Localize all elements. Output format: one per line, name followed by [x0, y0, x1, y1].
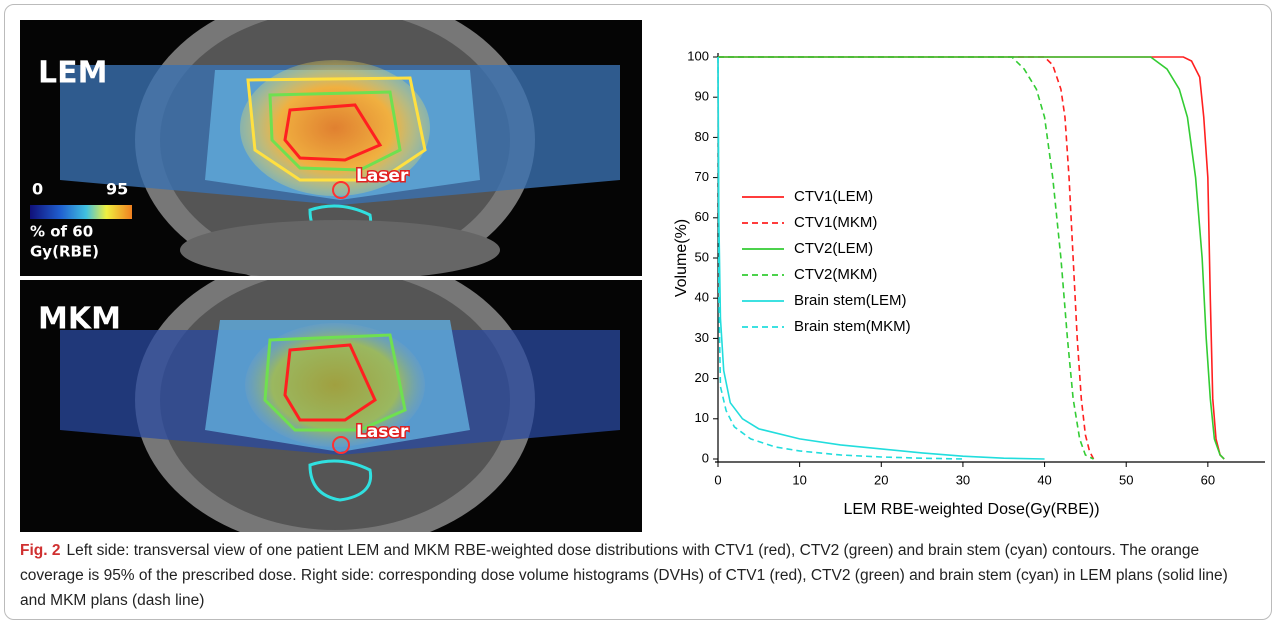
legend-label: CTV1(MKM) — [794, 214, 877, 231]
caption-label: Fig. 2 — [20, 542, 61, 559]
y-tick-label: 10 — [695, 410, 709, 425]
caption-text: Left side: transversal view of one patie… — [20, 542, 1228, 609]
y-tick-label: 70 — [695, 169, 709, 184]
dvh-line — [717, 56, 963, 460]
y-tick-label: 30 — [695, 330, 709, 345]
colorbar-title: Gy(RBE) — [30, 243, 99, 261]
dvh-line — [718, 56, 1095, 460]
dvh-line — [717, 56, 1045, 460]
y-tick-label: 100 — [687, 48, 709, 63]
x-tick-label: 40 — [1037, 472, 1051, 487]
y-tick-label: 20 — [695, 370, 709, 385]
colorbar-min: 0 — [32, 180, 43, 199]
figure-frame — [4, 4, 1272, 620]
ct-image-lem — [20, 20, 642, 276]
dvh-line — [718, 56, 1225, 460]
legend-label: Brain stem(MKM) — [794, 318, 911, 335]
x-tick-label: 30 — [956, 472, 970, 487]
colorbar-max: 95 — [106, 180, 128, 199]
x-tick-label: 10 — [792, 472, 806, 487]
y-tick-label: 60 — [695, 209, 709, 224]
panel-label: MKM — [38, 302, 121, 337]
y-tick-label: 80 — [695, 129, 709, 144]
legend-label: CTV2(MKM) — [794, 266, 877, 283]
dvh-chart: 0 10 20 30 40 50 60 70 80 90 100 0 10 20 30 40 50 60 LEM R… — [673, 48, 1265, 518]
y-axis-label: Volume(%) — [673, 219, 690, 297]
y-tick-label: 90 — [695, 89, 709, 104]
dvh-line — [718, 56, 1225, 460]
y-tick-label: 0 — [702, 450, 709, 465]
caption: Fig. 2 Left side: transversal view of one… — [20, 538, 1250, 613]
x-tick-label: 50 — [1119, 472, 1133, 487]
x-tick-label: 20 — [874, 472, 888, 487]
marker-label: Laser — [356, 422, 409, 442]
dvh-line — [718, 56, 1094, 460]
x-axis-label: LEM RBE-weighted Dose(Gy(RBE)) — [843, 501, 1099, 518]
legend-label: CTV2(LEM) — [794, 240, 873, 257]
colorbar — [30, 205, 132, 219]
panel-label: LEM — [38, 56, 107, 91]
ct-image-mkm — [20, 280, 642, 532]
y-tick-label: 40 — [695, 290, 709, 305]
x-tick-label: 60 — [1201, 472, 1215, 487]
x-tick-label: 0 — [714, 472, 721, 487]
y-tick-label: 50 — [695, 249, 709, 264]
legend-label: Brain stem(LEM) — [794, 292, 907, 309]
legend-label: CTV1(LEM) — [794, 188, 873, 205]
colorbar-title: % of 60 — [30, 223, 93, 241]
marker-label: Laser — [356, 166, 409, 186]
figure: LEM MKM 0 95 % of 60 Gy(RBE) Laser Laser… — [20, 20, 1265, 532]
